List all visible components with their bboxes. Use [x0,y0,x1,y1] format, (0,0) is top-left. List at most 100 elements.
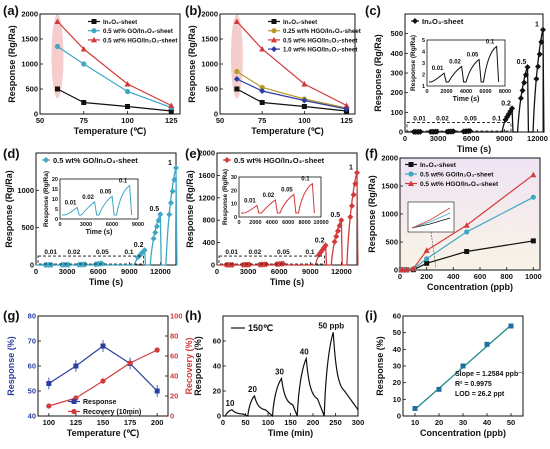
data-point [46,381,52,386]
chart-i: 10 20 30 40 50 0 10 20 30 40 50 60 Concentration (pp… [375,312,525,439]
panel-letter: (c) [365,3,381,18]
y-axis-label: Response (Rg/Ra) [4,170,14,248]
inset-y-tick-label: 0 [55,217,58,223]
inset-x-tick-label: 8000 [499,89,511,95]
inset-y-tick-label: 1 [422,84,425,90]
data-point [271,19,277,24]
x-tick-label: 0 [34,267,38,276]
data-point [424,260,430,266]
data-point [91,28,97,34]
x-tick-label: 300 [352,418,365,427]
data-point [271,46,277,53]
y-tick-label: 0 [394,266,398,275]
y-tick-label: 500 [25,85,38,94]
x-tick-label: 9000 [121,267,138,276]
data-point [152,229,159,236]
data-point [222,261,229,268]
y-tick-label: 50 [393,328,401,337]
x-tick-label: 1000 [525,272,542,281]
data-point [173,164,179,171]
legend-entry: Recovery (10min) [83,409,141,416]
y-tick-label: 20 [213,387,221,396]
inset-y-axis-label: Response (Rg/Ra) [43,171,50,227]
y-tick-label: 80 [28,312,36,321]
x-tick-label: 40 [483,418,491,427]
chart-h: 0 50 100 150 200 250 300 0 20 40 60 Time (min) Respo… [193,315,365,438]
data-point [154,388,160,394]
data-point [436,386,442,392]
x-tick-label: 50 [36,116,44,125]
data-point [154,347,160,353]
concentration-label: 0.1 [492,116,501,123]
y-tick-label: 0 [397,412,401,421]
series-line [57,46,172,109]
concentration-label: 10 [226,399,235,408]
y-tick-label: 400 [202,238,215,247]
inset-x-tick-label: 2000 [440,89,452,95]
inset-y-tick-label: 5 [422,38,425,44]
concentration-label: 0.2 [315,237,325,244]
highlight-ellipse [230,14,243,99]
x-tick-label: 10 [411,418,419,427]
concentration-label: 0.5 [330,212,340,219]
x-tick-label: 3000 [59,267,76,276]
inset-curve [62,184,133,216]
y-tick-label: 20 [393,378,401,387]
data-point [348,202,355,209]
legend-entry: Response [83,399,117,406]
data-point [460,128,467,135]
legend-entry: In₂O₃-sheet [420,162,457,169]
data-point [530,171,537,178]
inset-y-axis-label: Response (Rg/Ra) [410,35,417,91]
concentration-label: 0.1 [306,249,315,256]
inset-pointer [430,231,437,269]
data-point [331,238,338,245]
inset-x-tick-label: 6000 [282,220,294,226]
legend-entry: 0.5 wt% HGO/In₂O₃-sheet [420,181,499,188]
inset-concentration-label: 0.05 [467,53,479,59]
data-point [536,51,543,58]
data-point [463,222,470,228]
data-point [338,217,345,224]
data-point [410,128,417,135]
y-tick-label: 500 [390,29,403,38]
panel-letter: (f) [365,146,378,161]
data-point [408,180,414,186]
data-point [166,211,173,218]
data-point [522,71,529,78]
data-point [233,18,240,24]
y-axis-label: Response (Rg/Ra) [7,25,17,103]
data-point [301,81,308,87]
zoom-box [406,122,512,132]
inset-concentration-label: 0.02 [82,195,94,201]
inset-series-line [411,207,451,229]
x-tick-label: 0 [215,267,219,276]
y-tick-label: 40 [28,412,36,421]
series-line [48,345,158,392]
data-point [427,128,434,135]
concentration-label: 0.02 [249,249,262,256]
inset-concentration-label: 0.02 [449,59,461,65]
data-point [343,102,350,108]
y-tick-label: 0 [217,412,221,421]
concentration-label: 0.1 [125,249,134,256]
inset-concentration-label: 0.1 [301,177,310,183]
x-tick-label: 6000 [271,267,288,276]
y-axis-label: Response (Rg/Ra) [367,175,377,253]
inset-y-tick-label: 5 [55,207,58,213]
data-point [134,254,141,261]
x-axis-label: Concentration (ppb) [427,282,513,292]
chart-a: 50 75 100 125 0 500 1000 1500 2000 Temperature (℃… [7,10,181,136]
data-point [81,61,87,67]
x-tick-label: 100 [262,418,275,427]
x-tick-label: 400 [447,272,460,281]
y-right-tick-label: 60 [170,352,178,361]
legend-entry: 0.5 wt% HGO/In₂O₃-sheet [103,37,177,44]
inset-concentration-label: 0.1 [119,179,128,185]
concentration-label: 0.02 [68,249,81,256]
x-axis-label: Temperature (℃) [251,126,323,136]
concentration-label: 0.01 [225,249,238,256]
y-tick-label: 300 [390,69,403,78]
x-tick-label: 0 [398,272,402,281]
